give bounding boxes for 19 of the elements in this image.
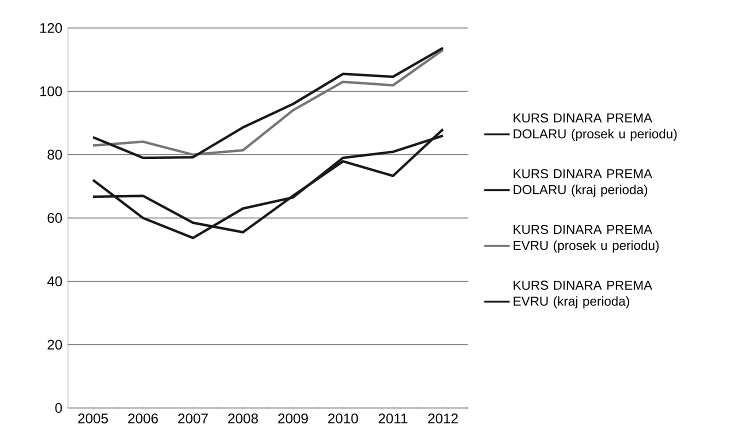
y-tick-label: 20 [48, 340, 62, 350]
y-tick-label: 0 [55, 403, 62, 413]
legend-label: KURS DINARA PREMA DOLARU (prosek u periodu) [514, 113, 677, 141]
y-tick-label: 40 [47, 276, 62, 286]
x-tick-label: 2009 [278, 414, 308, 424]
x-tick-label: 2012 [428, 414, 458, 424]
x-tick-label: 2011 [378, 414, 408, 424]
y-tick-label: 80 [48, 150, 62, 160]
x-tick-label: 2006 [128, 414, 158, 424]
x-tick-label: 2010 [328, 414, 358, 424]
x-tick-label: 2007 [178, 414, 208, 424]
y-tick-label: 120 [40, 23, 62, 33]
legend-label: KURS DINARA PREMA DOLARU (kraj perioda) [514, 169, 652, 197]
y-tick-label: 60 [48, 213, 62, 223]
x-tick-label: 2008 [228, 414, 258, 424]
y-tick-label: 100 [40, 86, 62, 96]
legend-label: KURS DINARA PREMA EVRU (kraj perioda) [514, 280, 652, 308]
legend-label: KURS DINARA PREMA EVRU (prosek u periodu) [514, 224, 659, 253]
x-tick-label: 2005 [78, 414, 108, 424]
